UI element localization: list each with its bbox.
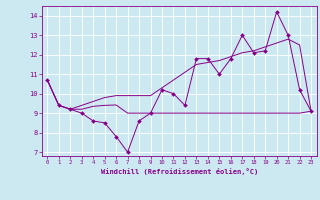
X-axis label: Windchill (Refroidissement éolien,°C): Windchill (Refroidissement éolien,°C)	[100, 168, 258, 175]
